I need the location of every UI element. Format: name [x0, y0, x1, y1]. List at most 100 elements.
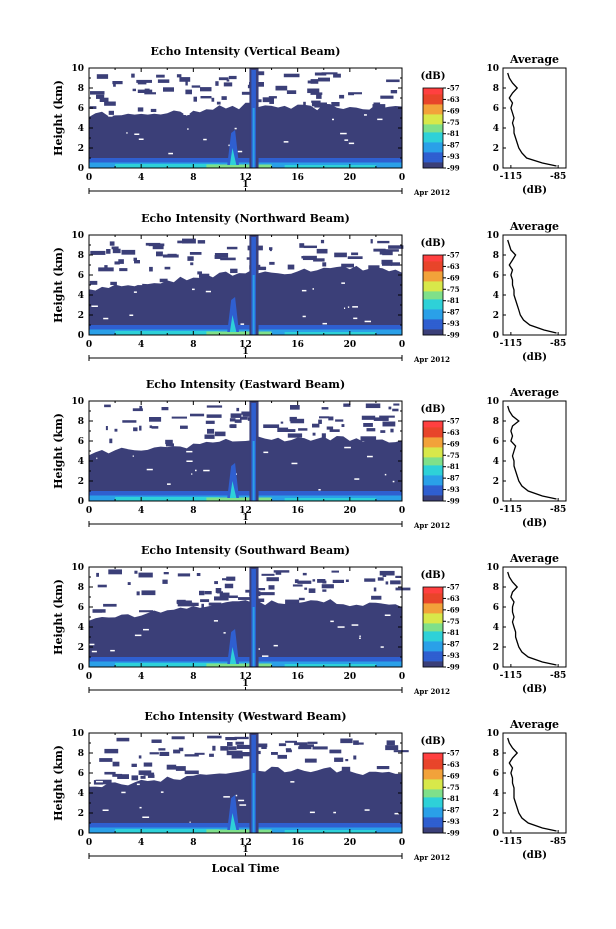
colorbar-segment [423, 265, 443, 268]
echo-fragment [144, 92, 156, 95]
colorbar-segment [423, 821, 443, 824]
echo-fragment [178, 747, 184, 752]
echo-fragment [287, 433, 303, 438]
echo-fragment [230, 413, 242, 418]
y-tick-label: 6 [78, 104, 84, 114]
colorbar-tick-label: -99 [447, 497, 460, 506]
echo-fragment [177, 602, 193, 607]
colorbar-segment [423, 493, 443, 496]
echo-gap [121, 791, 126, 794]
y-axis-label: Height (km) [52, 80, 65, 156]
average-y-tick-label: 4 [493, 291, 499, 301]
convective-plume [227, 297, 239, 332]
echo-fragment [312, 746, 328, 750]
colorbar: (dB)-57 -63 -69 -75 -81 -87 -93 -99 [421, 736, 460, 838]
y-tick-label: 8 [78, 84, 84, 94]
average-y-tick-label: 4 [493, 124, 499, 134]
echo-gap [347, 306, 350, 308]
echo-gap [203, 469, 210, 472]
colorbar-segment [423, 799, 443, 802]
y-tick-label: 10 [71, 64, 84, 74]
echo-fragment [106, 249, 111, 254]
echo-gap [344, 446, 351, 449]
echo-fragment [134, 570, 138, 574]
echo-fragment [331, 102, 340, 107]
colorbar-segment [423, 491, 443, 494]
y-tick-label: 6 [78, 437, 84, 447]
echo-fragment [221, 96, 227, 100]
echo-fragment [361, 415, 376, 420]
echo-fragment [298, 428, 308, 431]
echo-fragment [185, 89, 192, 95]
echo-fragment [103, 603, 117, 607]
average-y-tick-label: 0 [493, 497, 499, 507]
colorbar-segment [423, 781, 443, 784]
colorbar-segment [423, 150, 443, 153]
echo-fragment [286, 90, 297, 95]
echo-fragment [109, 438, 113, 444]
average-profile: Average 0 2 4 6 8 10 -115 -85(dB) [486, 718, 567, 861]
echo-fragment [152, 245, 164, 250]
colorbar-segment [423, 429, 443, 432]
colorbar-segment [423, 94, 443, 97]
echo-fragment [307, 741, 318, 744]
echo-fragment [382, 574, 387, 577]
colorbar-segment [423, 427, 443, 430]
average-line [507, 239, 557, 334]
colorbar-tick-label: -69 [447, 605, 460, 614]
echo-fragment [133, 257, 137, 261]
colorbar-segment [423, 655, 443, 658]
echo-fragment [345, 759, 349, 762]
echo-fragment [311, 100, 321, 103]
colorbar-tick-label: -87 [447, 640, 460, 649]
colorbar-segment [423, 257, 443, 260]
echo-fragment [104, 265, 108, 270]
colorbar-segment [423, 287, 443, 290]
echo-fragment [314, 72, 327, 76]
echo-gap [189, 821, 191, 823]
convective-plume [227, 130, 239, 165]
echo-fragment [95, 779, 112, 785]
echo-fragment [307, 80, 313, 84]
echo-fragment [194, 752, 205, 755]
colorbar-tick-label: -99 [447, 663, 460, 672]
echo-fragment [268, 96, 277, 99]
echo-gap [340, 132, 347, 135]
y-tick-label: 0 [78, 829, 84, 839]
colorbar-segment [423, 303, 443, 306]
colorbar-segment [423, 769, 443, 772]
colorbar-segment [423, 787, 443, 790]
colorbar-segment [423, 645, 443, 648]
echo-fragment [176, 600, 192, 604]
echo-gap [146, 468, 153, 471]
echo-gap [134, 133, 140, 135]
echo-field [89, 733, 409, 833]
echo-gap [290, 781, 295, 783]
x-tick-label: 20 [344, 506, 357, 516]
echo-fragment [157, 79, 170, 83]
y-tick-label: 2 [78, 144, 84, 154]
colorbar-segment [423, 763, 443, 766]
echo-fragment [370, 239, 373, 244]
echo-fragment [277, 754, 287, 759]
y-tick-label: 4 [78, 623, 84, 633]
echo-fragment [105, 426, 108, 431]
colorbar-segment [423, 445, 443, 448]
echo-fragment [228, 75, 237, 80]
echo-gap [359, 635, 361, 637]
echo-fragment [193, 96, 197, 102]
echo-gap [102, 809, 109, 811]
average-y-tick-label: 4 [493, 457, 499, 467]
x-tick-label: 0 [86, 340, 92, 350]
average-y-tick-label: 0 [493, 164, 499, 174]
colorbar-segment [423, 617, 443, 620]
colorbar-segment [423, 124, 443, 127]
panel-title: Echo Intensity (Westward Beam) [144, 710, 346, 723]
colorbar-segment [423, 621, 443, 624]
colorbar-frame [422, 87, 444, 169]
echo-fragment [136, 591, 140, 596]
echo-fragment [290, 418, 305, 424]
average-y-tick-label: 10 [486, 64, 499, 74]
colorbar-segment [423, 587, 443, 590]
echo-fragment [313, 258, 325, 262]
